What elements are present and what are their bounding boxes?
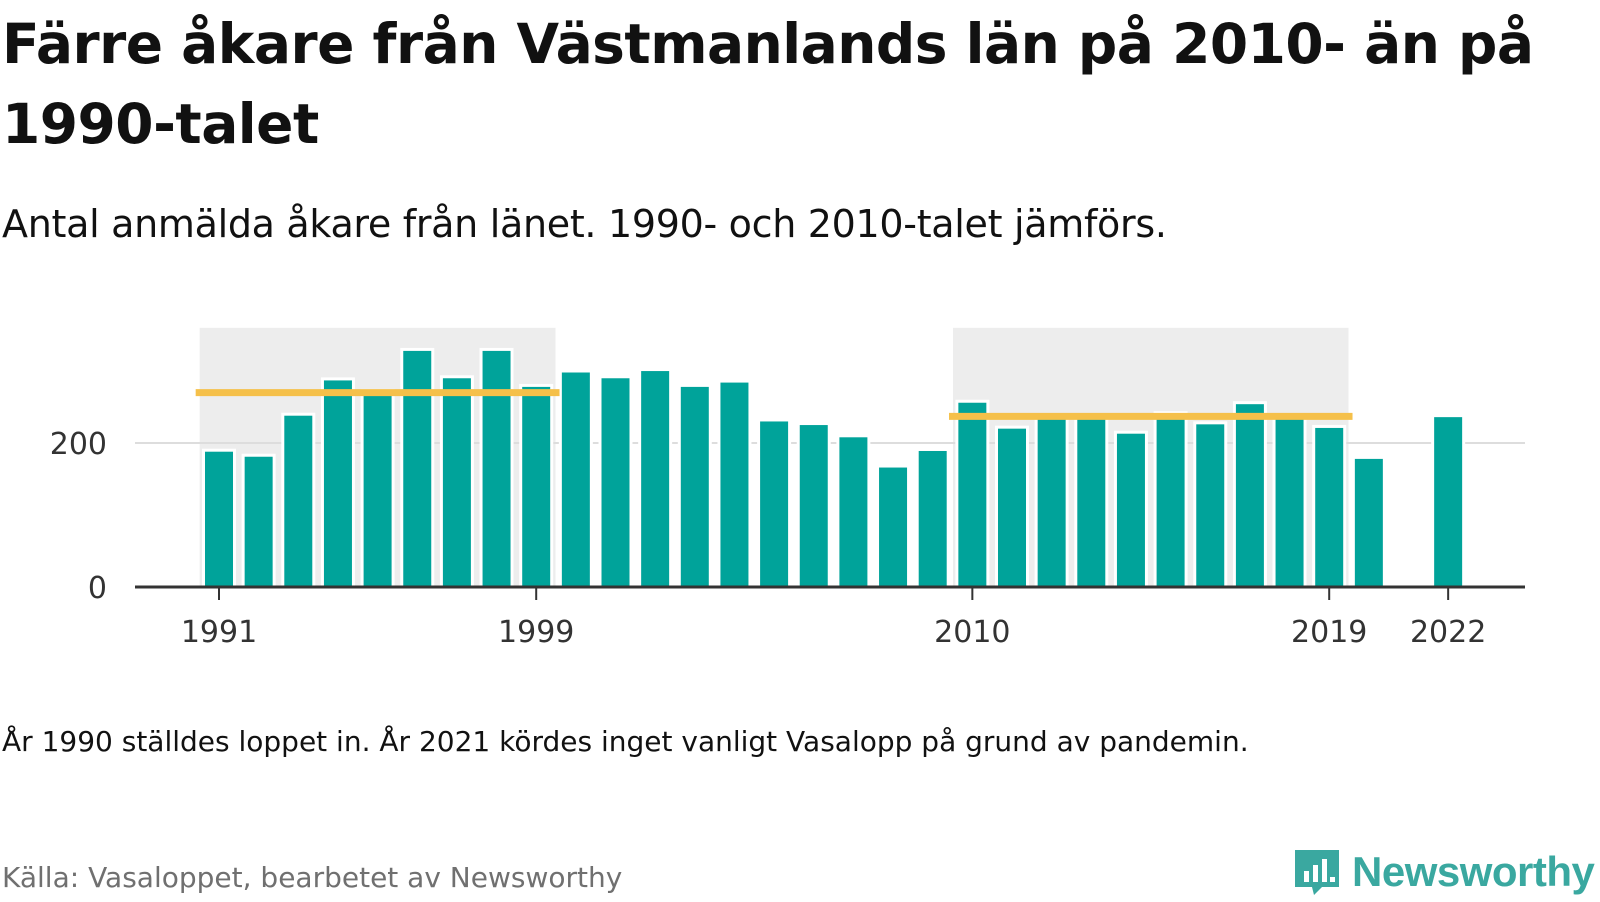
bar-2002 (638, 368, 673, 589)
bar-2012 (1034, 414, 1069, 589)
bar-2007 (836, 434, 871, 589)
x-tick-label: 2010 (934, 615, 1010, 650)
source-text: Källa: Vasaloppet, bearbetet av Newswort… (2, 861, 623, 894)
bar-2003 (677, 383, 712, 589)
bar-1994 (320, 377, 355, 589)
x-tick-label: 1999 (498, 615, 574, 650)
y-tick-label: 0 (88, 571, 107, 606)
bar-2013 (1074, 414, 1109, 589)
bar-chart: 0 200 1991 1999 2010 2019 2022 (50, 327, 1525, 650)
x-tick-label: 1991 (181, 615, 257, 650)
bar-1995 (360, 388, 395, 589)
newsworthy-logo[interactable]: Newsworthy (1292, 842, 1595, 902)
bar-2018 (1272, 414, 1307, 589)
bar-2011 (995, 425, 1029, 589)
bar-2008 (876, 464, 911, 589)
bar-2001 (598, 375, 633, 589)
bar-2005 (757, 418, 792, 589)
axes: 0 200 1991 1999 2010 2019 2022 (50, 427, 1525, 650)
bar-1998 (479, 347, 514, 589)
y-tick-label: 200 (50, 427, 107, 462)
chart-note: År 1990 ställdes loppet in. År 2021 körd… (2, 725, 1249, 758)
bar-1997 (439, 375, 474, 589)
bar-2015 (1153, 411, 1188, 589)
bar-2010 (955, 399, 990, 589)
logo-text: Newsworthy (1352, 848, 1595, 895)
x-tick-label: 2022 (1410, 615, 1486, 650)
bar-1996 (400, 347, 435, 589)
bar-2017 (1232, 401, 1267, 589)
bar-2009 (915, 447, 950, 589)
bar-1999 (519, 383, 554, 589)
bar-2000 (558, 369, 593, 589)
bar-2022 (1431, 414, 1466, 589)
bar-1993 (281, 412, 316, 589)
bar-2006 (796, 422, 831, 589)
chart-title: Färre åkare från Västmanlands län på 201… (2, 12, 1534, 156)
chart-subtitle: Antal anmälda åkare från länet. 1990- oc… (2, 202, 1167, 246)
bar-2004 (717, 379, 752, 589)
bar-2019 (1312, 424, 1347, 589)
bar-1991 (202, 448, 236, 589)
x-tick-label: 2019 (1291, 615, 1367, 650)
bar-2014 (1113, 430, 1148, 589)
decade-average-lines (195, 389, 1353, 420)
bar-1992 (241, 453, 276, 589)
bars (202, 347, 1466, 589)
bar-2016 (1193, 421, 1228, 589)
newsworthy-logo-icon (1295, 850, 1339, 895)
bar-2020 (1351, 455, 1386, 589)
